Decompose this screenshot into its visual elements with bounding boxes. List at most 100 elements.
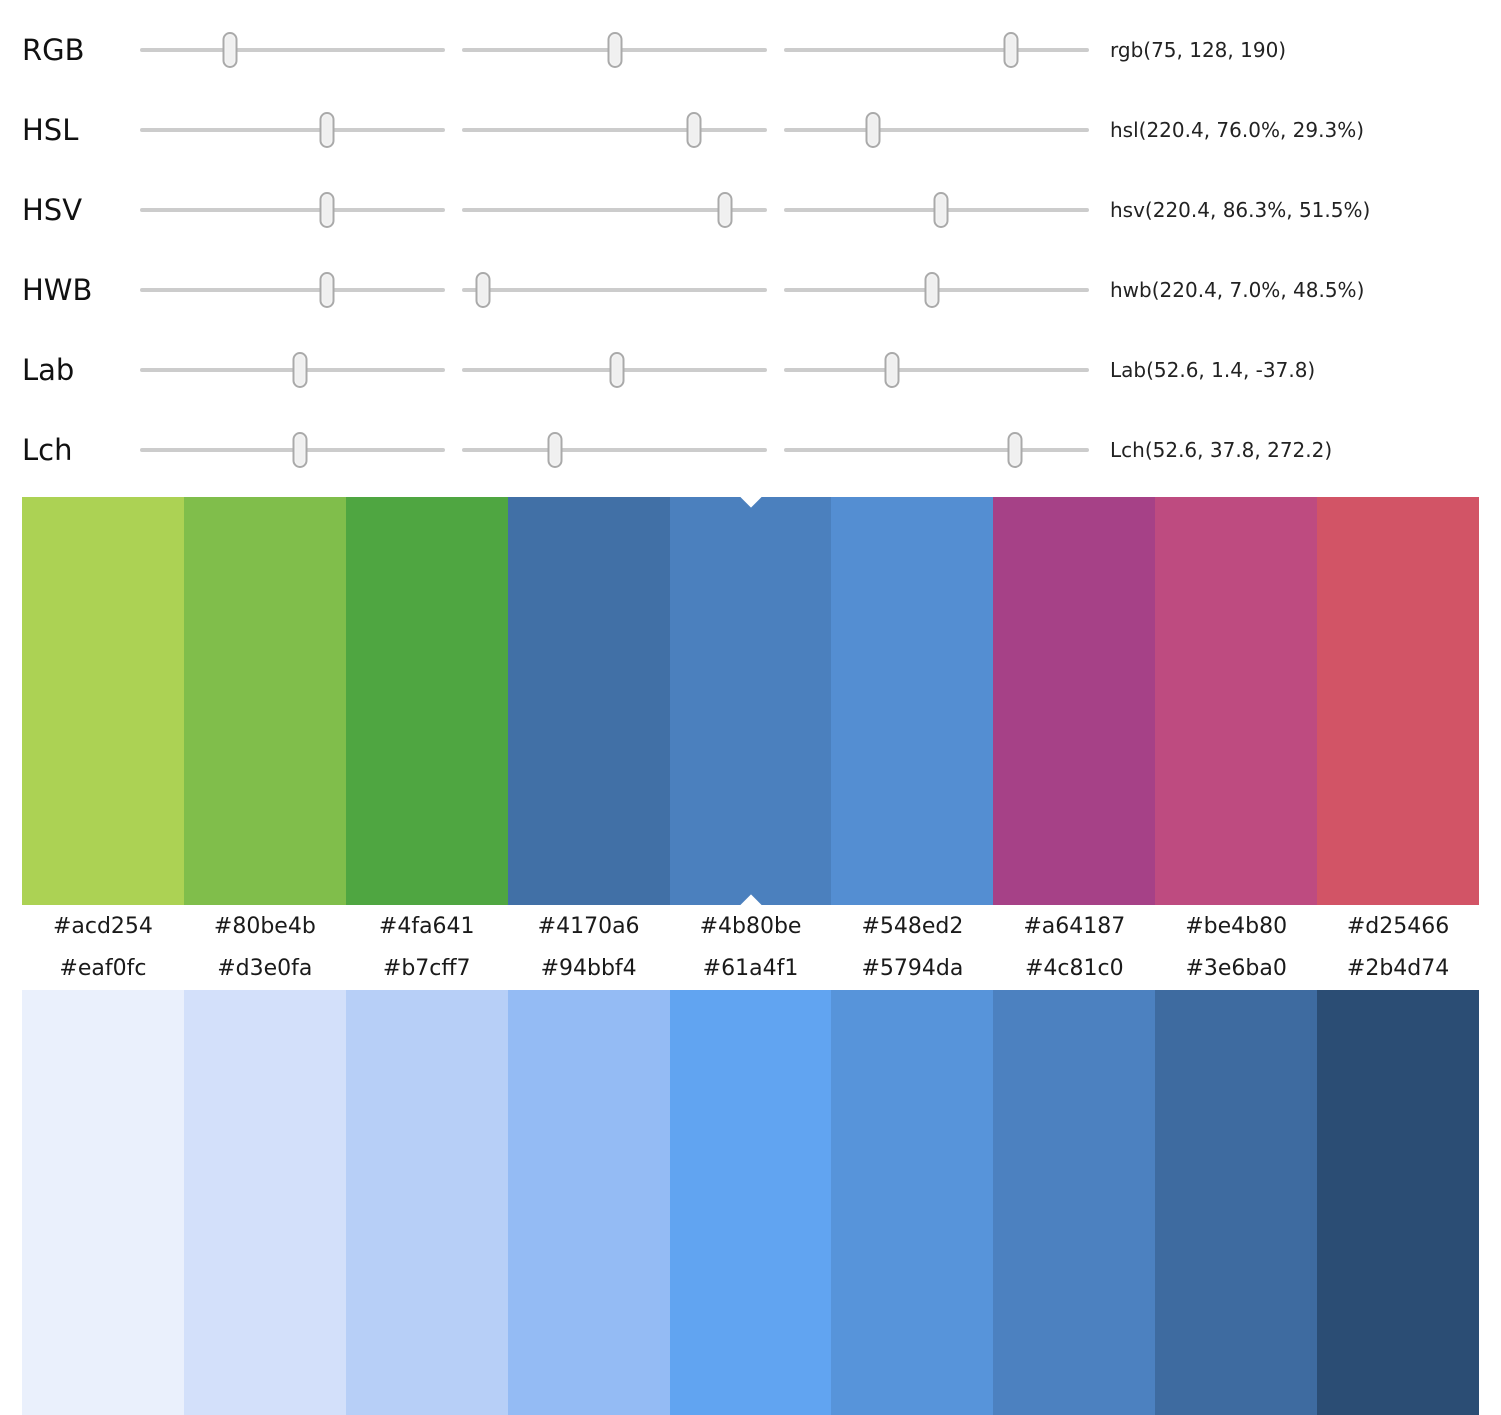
hsv-value-text: hsv(220.4, 86.3%, 51.5%): [1110, 198, 1371, 222]
slider-thumb[interactable]: [319, 112, 335, 148]
hsv-h-slider[interactable]: [140, 188, 445, 232]
slider-thumb[interactable]: [222, 32, 238, 68]
slider-track[interactable]: [784, 368, 1089, 372]
slider-thumb[interactable]: [292, 352, 308, 388]
hex-label: #acd254: [52, 913, 153, 939]
hwb-value-text: hwb(220.4, 7.0%, 48.5%): [1110, 278, 1365, 302]
slider-row-lab: Lab Lab(52.6, 1.4, -37.8): [0, 330, 1501, 410]
palette-swatch[interactable]: [183, 497, 346, 905]
hsl-h-slider[interactable]: [140, 108, 445, 152]
slider-track[interactable]: [784, 48, 1089, 52]
slider-thumb[interactable]: [292, 432, 308, 468]
palette-swatch[interactable]: [669, 990, 832, 1415]
slider-thumb[interactable]: [924, 272, 940, 308]
palette-swatch-selected[interactable]: [669, 486, 832, 916]
palette-swatch[interactable]: [1155, 990, 1318, 1415]
slider-track[interactable]: [462, 128, 767, 132]
rgb-r-slider[interactable]: [140, 28, 445, 72]
hwb-w-slider[interactable]: [462, 268, 767, 312]
palette-swatch[interactable]: [831, 990, 994, 1415]
colorspace-label-hsl: HSL: [22, 113, 79, 147]
lab-value-text: Lab(52.6, 1.4, -37.8): [1110, 358, 1316, 382]
lab-b-slider[interactable]: [784, 348, 1089, 392]
lch-l-slider[interactable]: [140, 428, 445, 472]
palette-swatch[interactable]: [183, 990, 346, 1415]
lch-h-slider[interactable]: [784, 428, 1089, 472]
slider-row-hwb: HWB hwb(220.4, 7.0%, 48.5%): [0, 250, 1501, 330]
colorspace-label-hsv: HSV: [22, 193, 83, 227]
slider-thumb[interactable]: [933, 192, 949, 228]
palette-swatch[interactable]: [1317, 497, 1480, 905]
slider-thumb[interactable]: [609, 352, 625, 388]
hex-label: #eaf0fc: [59, 956, 147, 981]
colorspace-label-lch: Lch: [22, 433, 73, 467]
slider-thumb[interactable]: [865, 112, 881, 148]
colorspace-label-rgb: RGB: [22, 33, 85, 67]
slider-thumb[interactable]: [547, 432, 563, 468]
palette-swatch[interactable]: [507, 990, 670, 1415]
slider-track[interactable]: [140, 368, 445, 372]
lch-value-text: Lch(52.6, 37.8, 272.2): [1110, 438, 1333, 462]
hsv-v-slider[interactable]: [784, 188, 1089, 232]
slider-thumb[interactable]: [607, 32, 623, 68]
palette-swatch[interactable]: [1317, 990, 1480, 1415]
hsl-s-slider[interactable]: [462, 108, 767, 152]
palette-swatch[interactable]: [993, 497, 1156, 905]
slider-track[interactable]: [140, 448, 445, 452]
slider-track[interactable]: [784, 128, 1089, 132]
slider-track[interactable]: [784, 448, 1089, 452]
slider-row-hsl: HSL hsl(220.4, 76.0%, 29.3%): [0, 90, 1501, 170]
slider-track[interactable]: [140, 128, 445, 132]
palette-swatch[interactable]: [507, 497, 670, 905]
hsl-l-slider[interactable]: [784, 108, 1089, 152]
hex-label: #4170a6: [537, 913, 640, 939]
bottom-palette-hex-labels: #eaf0fc #d3e0fa #b7cff7 #94bbf4 #61a4f1 …: [22, 947, 1479, 990]
slider-track[interactable]: [140, 48, 445, 52]
hwb-h-slider[interactable]: [140, 268, 445, 312]
hex-label: #be4b80: [1185, 913, 1288, 939]
lab-a-slider[interactable]: [462, 348, 767, 392]
hsv-s-slider[interactable]: [462, 188, 767, 232]
palette-swatch[interactable]: [1155, 497, 1318, 905]
slider-row-hsv: HSV hsv(220.4, 86.3%, 51.5%): [0, 170, 1501, 250]
palette-swatch[interactable]: [22, 497, 184, 905]
palette-swatch[interactable]: [345, 497, 508, 905]
rgb-value-text: rgb(75, 128, 190): [1110, 38, 1287, 62]
slider-track[interactable]: [462, 448, 767, 452]
hsl-value-text: hsl(220.4, 76.0%, 29.3%): [1110, 118, 1365, 142]
hex-label: #a64187: [1023, 913, 1126, 939]
slider-track[interactable]: [140, 288, 445, 292]
colorspace-label-lab: Lab: [22, 353, 75, 387]
slider-thumb[interactable]: [884, 352, 900, 388]
slider-track[interactable]: [140, 208, 445, 212]
slider-thumb[interactable]: [319, 192, 335, 228]
shade-palette: [22, 990, 1480, 1415]
slider-thumb[interactable]: [1007, 432, 1023, 468]
slider-thumb[interactable]: [717, 192, 733, 228]
hex-label: #d25466: [1346, 913, 1450, 939]
rgb-g-slider[interactable]: [462, 28, 767, 72]
colorspace-label-hwb: HWB: [22, 273, 93, 307]
hex-label: #80be4b: [213, 913, 316, 939]
lch-c-slider[interactable]: [462, 428, 767, 472]
slider-thumb[interactable]: [1003, 32, 1019, 68]
slider-track[interactable]: [462, 208, 767, 212]
palette-swatch[interactable]: [22, 990, 184, 1415]
palette-swatch[interactable]: [345, 990, 508, 1415]
slider-thumb[interactable]: [686, 112, 702, 148]
slider-track[interactable]: [462, 288, 767, 292]
hwb-b-slider[interactable]: [784, 268, 1089, 312]
lab-l-slider[interactable]: [140, 348, 445, 392]
hex-label: #2b4d74: [1346, 956, 1450, 981]
hex-label: #d3e0fa: [217, 956, 313, 981]
rgb-b-slider[interactable]: [784, 28, 1089, 72]
palette-swatch[interactable]: [831, 497, 994, 905]
hex-label: #61a4f1: [702, 956, 799, 981]
hex-label: #94bbf4: [540, 956, 637, 981]
slider-section: RGB rgb(75, 128, 190) HSL: [0, 0, 1501, 490]
slider-row-rgb: RGB rgb(75, 128, 190): [0, 10, 1501, 90]
slider-thumb[interactable]: [475, 272, 491, 308]
slider-thumb[interactable]: [319, 272, 335, 308]
palette-swatch[interactable]: [993, 990, 1156, 1415]
